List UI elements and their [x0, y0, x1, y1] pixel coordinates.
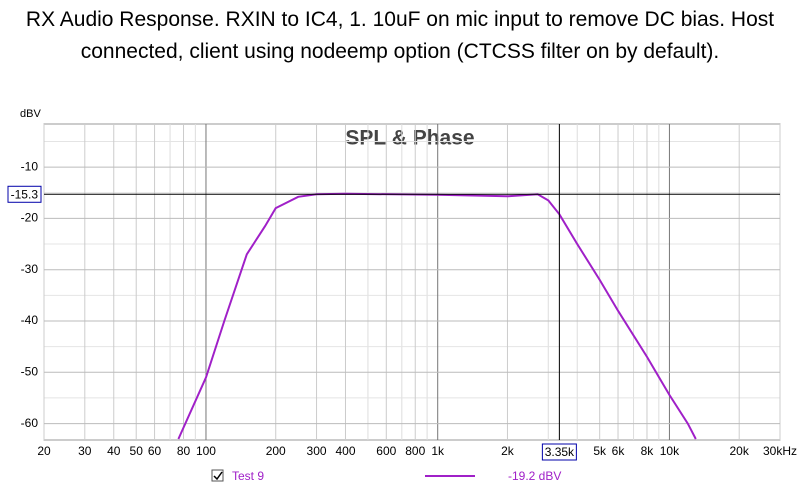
y-tick-label: -10 [21, 159, 39, 173]
x-tick-label: 80 [177, 444, 191, 458]
x-tick-label: 10k [660, 444, 680, 458]
y-tick-label: -60 [21, 416, 39, 430]
cursor-x-box [541, 443, 577, 461]
x-tick-label: 800 [405, 444, 425, 458]
y-tick-label: -20 [21, 211, 39, 225]
x-tick-label: 30 [78, 444, 92, 458]
x-tick-label: 200 [266, 444, 286, 458]
x-tick-label: 8k [641, 444, 655, 458]
x-tick-label: 2k [501, 444, 515, 458]
legend-checkbox[interactable] [211, 469, 224, 482]
x-tick-label: 400 [335, 444, 355, 458]
cursor-y-label: -15.3 [11, 187, 39, 201]
cursor-y-box [7, 185, 42, 203]
x-tick-label: 30kHz [763, 444, 797, 458]
x-tick-label: 100 [196, 444, 216, 458]
cursor-x-label: 3.35k [545, 445, 575, 459]
checkmark [213, 471, 223, 481]
legend-label: Test 9 [232, 469, 264, 483]
x-tick-label: 50 [130, 444, 144, 458]
x-tick-label: 5k [593, 444, 607, 458]
x-tick-label: 60 [148, 444, 162, 458]
y-tick-label: -40 [21, 313, 39, 327]
y-tick-label: -50 [21, 364, 39, 378]
x-tick-label: 6k [612, 444, 626, 458]
x-tick-label: 300 [307, 444, 327, 458]
x-tick-label: 20k [730, 444, 750, 458]
series-line [177, 192, 697, 440]
x-tick-label: 1k [431, 444, 445, 458]
plot-title: SPL & Phase [345, 127, 474, 150]
x-tick-label: 600 [376, 444, 396, 458]
x-tick-label: 20 [37, 444, 51, 458]
y-axis-label: dBV [20, 108, 41, 120]
y-tick-label: -30 [21, 262, 39, 276]
plot-area [43, 123, 781, 441]
chart-title: RX Audio Response. RXIN to IC4, 1. 10uF … [25, 8, 775, 63]
x-tick-label: 40 [107, 444, 121, 458]
legend-value: -19.2 dBV [508, 469, 561, 483]
